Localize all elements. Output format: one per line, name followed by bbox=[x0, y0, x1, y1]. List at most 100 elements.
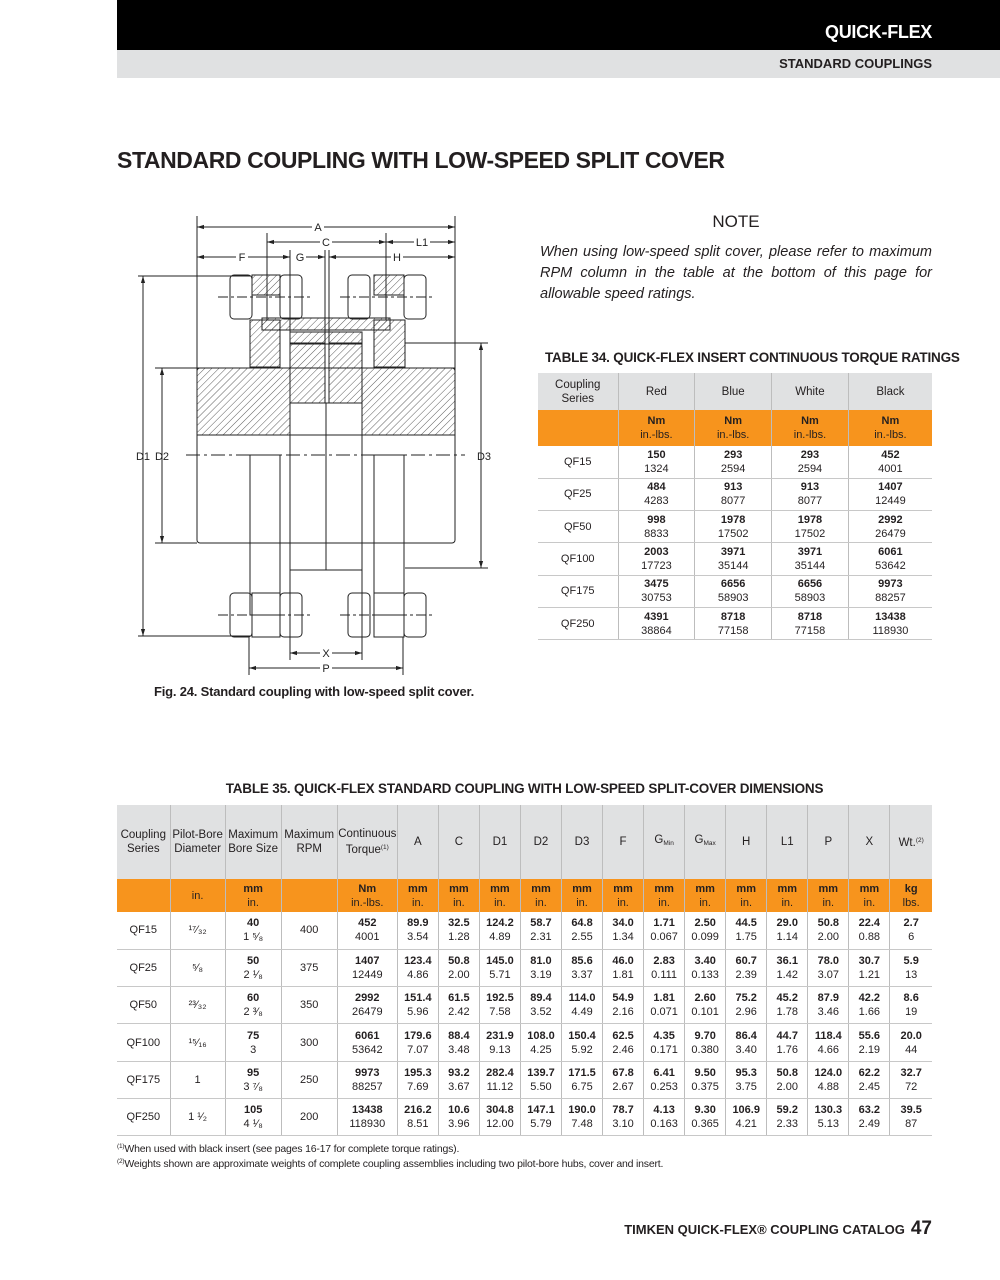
metric-value: 29.0 bbox=[776, 917, 798, 930]
metric-value: 150 bbox=[647, 448, 666, 461]
column-header: Continuous Torque(1) bbox=[336, 805, 398, 879]
table-cell: 50.8 2.00 bbox=[807, 912, 849, 950]
imperial-value: 1.78 bbox=[776, 1006, 798, 1019]
table-cell: 62.5 2.46 bbox=[602, 1023, 644, 1062]
footnote-2: (2)Weights shown are approximate weights… bbox=[117, 1158, 664, 1170]
metric-value: 6.41 bbox=[653, 1066, 675, 1079]
table-row: QF100 2003 17723 3971 35144 3971 35144 6061 5364… bbox=[538, 542, 932, 576]
metric-value: mm bbox=[613, 882, 633, 895]
unit-cell: Nm in.-lbs. bbox=[771, 410, 849, 446]
imperial-value: in.-lbs. bbox=[351, 896, 384, 909]
unit-cell: mm in. bbox=[437, 879, 480, 912]
table-cell: 282.4 11.12 bbox=[478, 1061, 521, 1099]
dim-label-a: A bbox=[314, 222, 322, 234]
imperial-value: 4.89 bbox=[489, 931, 511, 944]
imperial-value: 1.42 bbox=[776, 968, 798, 981]
imperial-value: 77158 bbox=[794, 624, 826, 637]
table-cell: 293 2594 bbox=[694, 446, 772, 479]
imperial-value: 2594 bbox=[797, 462, 823, 475]
imperial-value: 26479 bbox=[875, 527, 906, 540]
imperial-value: in. bbox=[494, 896, 506, 909]
table-cell: QF175 bbox=[117, 1061, 171, 1099]
column-header: Coupling Series bbox=[117, 805, 171, 879]
metric-value: 190.0 bbox=[568, 1104, 596, 1117]
table-cell: 34.0 1.34 bbox=[602, 912, 644, 950]
imperial-value: 44 bbox=[905, 1043, 918, 1056]
table-cell: 1978 17502 bbox=[771, 510, 849, 544]
imperial-value: 30753 bbox=[641, 592, 672, 605]
metric-value: 95.3 bbox=[735, 1066, 757, 1079]
imperial-value: 35144 bbox=[794, 560, 826, 573]
metric-value: 46.0 bbox=[612, 954, 634, 967]
unit-cell: Nm in.-lbs. bbox=[694, 410, 772, 446]
dim-label-l1: L1 bbox=[416, 237, 428, 249]
imperial-value: 5.13 bbox=[817, 1118, 840, 1131]
table-cell: 39.5 87 bbox=[889, 1098, 932, 1137]
imperial-value: in. bbox=[781, 896, 794, 909]
metric-value: 93.2 bbox=[448, 1066, 470, 1079]
metric-value: mm bbox=[449, 882, 469, 895]
table-cell: 22.4 0.88 bbox=[848, 912, 890, 950]
metric-value: 55.6 bbox=[858, 1029, 881, 1042]
imperial-value: 0.111 bbox=[651, 968, 678, 981]
table-cell: 195.3 7.69 bbox=[396, 1061, 439, 1099]
metric-value: 2.50 bbox=[694, 917, 716, 930]
dim-label-x: X bbox=[322, 648, 330, 660]
table-cell: 20.0 44 bbox=[889, 1023, 932, 1062]
imperial-value: 5.96 bbox=[407, 1006, 429, 1019]
imperial-value: 87 bbox=[905, 1118, 918, 1131]
imperial-value: 26479 bbox=[351, 1006, 383, 1019]
imperial-value: 3.46 bbox=[817, 1006, 840, 1019]
table-cell: QF100 bbox=[117, 1023, 171, 1062]
table-cell: 62.2 2.45 bbox=[848, 1061, 890, 1099]
imperial-value: 4.21 bbox=[735, 1118, 757, 1131]
metric-value: 6061 bbox=[878, 546, 903, 559]
metric-value: 293 bbox=[800, 448, 820, 461]
metric-value: 5.9 bbox=[903, 954, 919, 967]
column-header: L1 bbox=[766, 805, 808, 879]
imperial-value: 2.00 bbox=[817, 931, 840, 944]
unit-cell bbox=[280, 879, 338, 912]
column-header: Pilot-Bore Diameter bbox=[169, 805, 226, 879]
unit-cell: mm in. bbox=[643, 879, 685, 912]
imperial-value: 3.48 bbox=[448, 1043, 470, 1056]
metric-value: 484 bbox=[647, 481, 666, 494]
metric-value: 2.7 bbox=[903, 917, 919, 930]
metric-value: 192.5 bbox=[486, 992, 514, 1005]
table-cell: 86.4 3.40 bbox=[725, 1023, 767, 1062]
imperial-value: 7.58 bbox=[489, 1006, 511, 1019]
table-cell: ⁵⁄₈ bbox=[169, 949, 226, 988]
table-cell: 998 8833 bbox=[617, 510, 695, 544]
unit-cell bbox=[117, 879, 171, 912]
table-cell: 375 bbox=[280, 949, 338, 988]
imperial-value: 1324 bbox=[644, 462, 669, 475]
imperial-value: 6 bbox=[908, 931, 915, 944]
dim-label-p: P bbox=[322, 663, 329, 675]
table-cell: 171.5 6.75 bbox=[560, 1061, 603, 1099]
unit-cell: in. bbox=[169, 879, 226, 912]
table-cell: 9973 88257 bbox=[847, 575, 932, 608]
metric-value: 2992 bbox=[355, 992, 380, 1005]
dim-label-h: H bbox=[393, 252, 401, 264]
table-cell: 6061 53642 bbox=[336, 1023, 398, 1062]
imperial-value: 4.25 bbox=[530, 1043, 552, 1056]
table-cell: QF15 bbox=[538, 446, 618, 479]
table-cell: 95 3 ⁷⁄₈ bbox=[224, 1061, 282, 1099]
imperial-value: 1.66 bbox=[858, 1006, 881, 1019]
imperial-value: in. bbox=[658, 896, 670, 909]
imperial-value: 58903 bbox=[794, 592, 826, 605]
metric-value: 1407 bbox=[355, 954, 380, 967]
hub-upper-hatch bbox=[196, 367, 291, 436]
table-cell: 78.7 3.10 bbox=[602, 1098, 644, 1137]
metric-value: 3971 bbox=[797, 546, 823, 559]
metric-value: 123.4 bbox=[404, 954, 432, 967]
imperial-value: 4.66 bbox=[817, 1043, 840, 1056]
metric-value: 195.3 bbox=[404, 1066, 432, 1079]
imperial-value: 5.79 bbox=[530, 1118, 552, 1131]
imperial-value: 0.101 bbox=[691, 1006, 719, 1019]
column-header: D3 bbox=[560, 805, 603, 879]
column-header: F bbox=[602, 805, 644, 879]
table-cell: 400 bbox=[280, 912, 338, 950]
metric-value: 89.9 bbox=[407, 917, 429, 930]
dim-label-g: G bbox=[296, 252, 305, 264]
